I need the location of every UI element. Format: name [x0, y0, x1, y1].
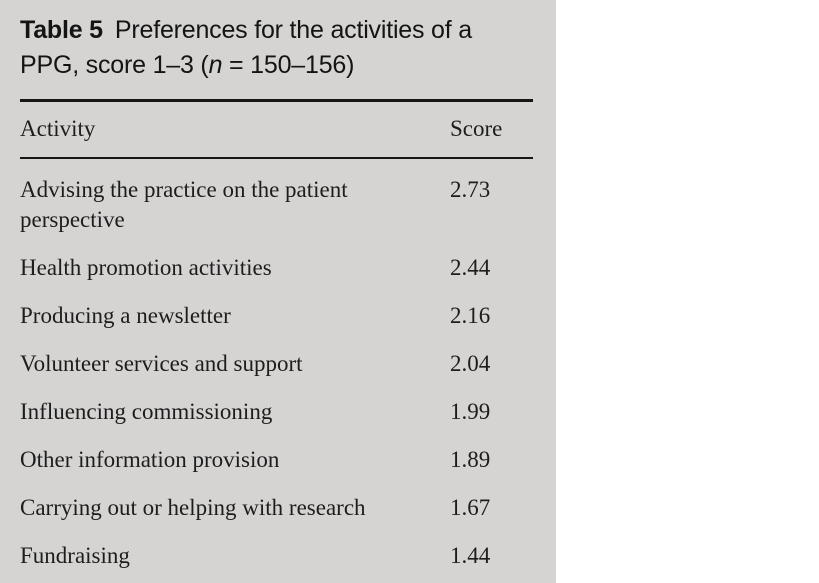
- table-row: Advising the practice on the patient per…: [20, 158, 533, 244]
- table-number-label: Table 5: [20, 16, 103, 44]
- activity-cell: Advising the practice on the patient per…: [20, 177, 348, 232]
- table-header: Activity Score: [20, 100, 533, 159]
- table-body: Advising the practice on the patient per…: [20, 158, 533, 580]
- table-caption: Table 5 Preferences for the activities of…: [0, 0, 556, 83]
- table-row: Other information provision 1.89: [20, 436, 533, 484]
- activity-cell: Carrying out or helping with research: [20, 495, 366, 520]
- table-panel: Table 5 Preferences for the activities of…: [0, 0, 556, 583]
- score-cell: 2.04: [450, 351, 491, 376]
- column-header-activity: Activity: [20, 100, 450, 159]
- activity-cell: Fundraising: [20, 543, 130, 568]
- score-cell: 1.89: [450, 447, 491, 472]
- score-cell: 1.99: [450, 399, 491, 424]
- table-row: Influencing commissioning 1.99: [20, 388, 533, 436]
- table-row: Carrying out or helping with research 1.…: [20, 484, 533, 532]
- score-cell: 2.73: [450, 177, 491, 202]
- caption-text-line2-pre: PPG, score 1–3 (: [20, 51, 209, 79]
- activity-cell: Other information provision: [20, 447, 280, 472]
- table-row: Health promotion activities 2.44: [20, 244, 533, 292]
- activity-cell: Volunteer services and support: [20, 351, 303, 376]
- table-row: Producing a newsletter 2.16: [20, 292, 533, 340]
- caption-line-1: Table 5 Preferences for the activities of…: [20, 13, 538, 48]
- table-row: Fundraising 1.44: [20, 532, 533, 580]
- column-header-score: Score: [450, 100, 533, 159]
- score-cell: 2.44: [450, 255, 491, 280]
- caption-sample-size-n: n: [208, 51, 223, 79]
- score-cell: 2.16: [450, 303, 491, 328]
- caption-line-2: PPG, score 1–3 (n = 150–156): [20, 48, 538, 83]
- table-row: Volunteer services and support 2.04: [20, 340, 533, 388]
- score-cell: 1.44: [450, 543, 491, 568]
- activity-cell: Health promotion activities: [20, 255, 272, 280]
- activity-cell: Producing a newsletter: [20, 303, 231, 328]
- preferences-table: Activity Score Advising the practice on …: [20, 99, 533, 580]
- score-cell: 1.67: [450, 495, 491, 520]
- activity-cell: Influencing commissioning: [20, 399, 273, 424]
- header-row: Activity Score: [20, 100, 533, 159]
- caption-text-line2-post: = 150–156): [222, 51, 355, 79]
- caption-text-line1: Preferences for the activities of a: [114, 16, 472, 44]
